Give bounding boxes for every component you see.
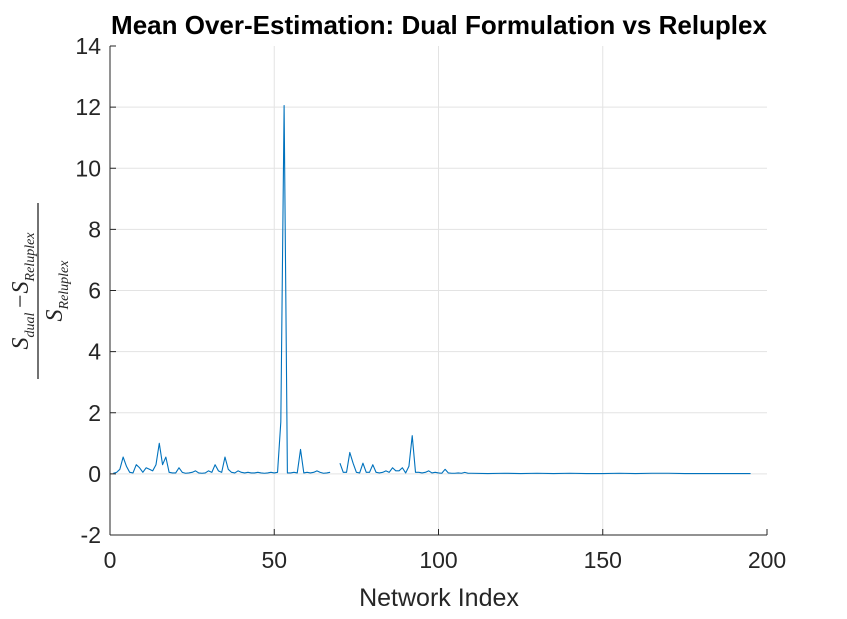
y-tick-label: 6	[88, 278, 101, 304]
y-axis-label: Sdual−SReluplex SReluplex	[8, 203, 72, 379]
data-series	[113, 105, 751, 475]
y-tick-label: 10	[75, 155, 101, 181]
y-label-numerator: Sdual−SReluplex	[8, 232, 38, 350]
chart-title: Mean Over-Estimation: Dual Formulation v…	[111, 10, 767, 40]
y-tick-label: 8	[88, 216, 101, 242]
y-tick-label: -2	[81, 522, 101, 548]
y-tick-label: 2	[88, 400, 101, 426]
y-num-a-sub: dual	[23, 313, 38, 338]
y-label-denominator: SReluplex	[42, 260, 72, 322]
y-num-b-sub: Reluplex	[23, 232, 38, 283]
x-tick-label: 150	[584, 547, 622, 573]
y-num-b: S	[8, 281, 34, 293]
y-tick-label: 12	[75, 94, 101, 120]
y-num-a: S	[8, 338, 34, 350]
y-tick-label: 4	[88, 339, 101, 365]
x-tick-label: 50	[261, 547, 287, 573]
y-tick-label: 14	[75, 33, 101, 59]
x-tick-label: 100	[419, 547, 457, 573]
y-num-op: −	[8, 293, 34, 309]
y-den-a-sub: Reluplex	[57, 260, 72, 311]
y-tick-label: 0	[88, 461, 101, 487]
x-tick-label: 0	[104, 547, 117, 573]
x-tick-label: 200	[748, 547, 786, 573]
grid	[110, 46, 767, 535]
data-line-segment	[339, 435, 751, 475]
y-den-a: S	[42, 309, 68, 321]
data-line-segment	[113, 105, 331, 474]
axes	[109, 45, 768, 536]
x-axis-label: Network Index	[359, 584, 519, 612]
